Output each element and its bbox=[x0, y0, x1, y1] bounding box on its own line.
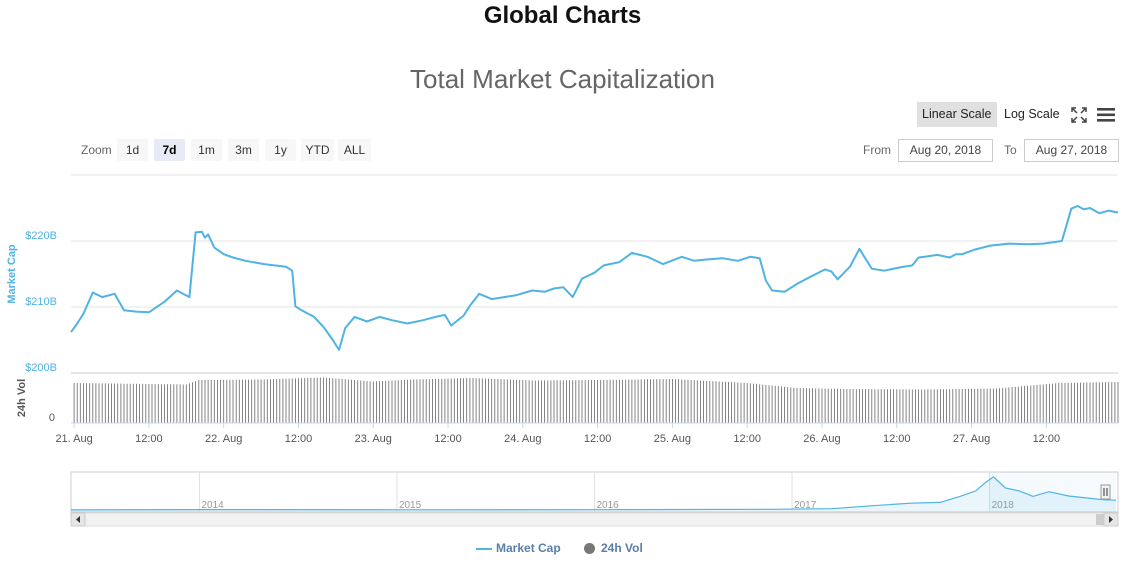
range-to-input[interactable]: Aug 27, 2018 bbox=[1024, 139, 1119, 162]
legend-item-volume[interactable]: 24h Vol bbox=[584, 541, 643, 555]
x-tick-label: 12:00 bbox=[285, 433, 313, 445]
x-tick-label: 23. Aug bbox=[355, 433, 392, 445]
legend-item-market-cap[interactable]: Market Cap bbox=[476, 541, 561, 555]
navigator-year-label: 2015 bbox=[399, 500, 422, 511]
chart-title: Total Market Capitalization bbox=[410, 64, 715, 94]
navigator-year-label: 2017 bbox=[794, 500, 817, 511]
navigator-year-label: 2016 bbox=[597, 500, 620, 511]
range-from-label: From bbox=[863, 143, 891, 157]
scrollbar-right-arrow-icon bbox=[1109, 516, 1113, 523]
x-tick-label: 12:00 bbox=[434, 433, 462, 445]
volume-tick-label: 0 bbox=[49, 412, 55, 424]
page-title: Global Charts bbox=[483, 2, 642, 29]
zoom-7d-button[interactable]: 7d bbox=[154, 139, 185, 161]
y-tick-label: $200B bbox=[25, 362, 57, 374]
x-tick-label: 12:00 bbox=[883, 433, 911, 445]
x-tick-label: 12:00 bbox=[1033, 433, 1061, 445]
zoom-1m-button[interactable]: 1m bbox=[191, 139, 222, 161]
y-axis-title: Market Cap bbox=[6, 244, 18, 304]
log-scale-button[interactable]: Log Scale bbox=[1004, 107, 1060, 121]
range-to-label: To bbox=[1004, 143, 1017, 157]
fullscreen-icon[interactable] bbox=[1071, 107, 1087, 123]
market-cap-line bbox=[70, 205, 1119, 351]
x-tick-label: 26. Aug bbox=[803, 433, 840, 445]
x-tick-label: 12:00 bbox=[135, 433, 163, 445]
x-tick-label: 22. Aug bbox=[205, 433, 242, 445]
zoom-1y-button[interactable]: 1y bbox=[265, 139, 296, 161]
navigator-line bbox=[70, 476, 1117, 511]
x-tick-label: 12:00 bbox=[584, 433, 612, 445]
navigator-year-label: 2018 bbox=[992, 500, 1015, 511]
navigator-area bbox=[71, 476, 1116, 512]
scrollbar-thumb[interactable] bbox=[1096, 514, 1104, 525]
linear-scale-button[interactable]: Linear Scale bbox=[917, 102, 997, 127]
x-tick-label: 24. Aug bbox=[504, 433, 541, 445]
x-tick-label: 21. Aug bbox=[55, 433, 92, 445]
y-tick-label: $220B bbox=[25, 230, 57, 242]
menu-icon[interactable] bbox=[1096, 107, 1116, 123]
y-tick-label: $210B bbox=[25, 296, 57, 308]
scrollbar-left-arrow-icon bbox=[76, 516, 80, 523]
zoom-3m-button[interactable]: 3m bbox=[228, 139, 259, 161]
legend-dot-icon bbox=[584, 543, 595, 555]
legend-label-market-cap: Market Cap bbox=[496, 541, 561, 555]
scrollbar-track bbox=[70, 512, 1119, 527]
zoom-1d-button[interactable]: 1d bbox=[117, 139, 148, 161]
zoom-all-button[interactable]: ALL bbox=[338, 139, 371, 161]
x-tick-label: 25. Aug bbox=[654, 433, 691, 445]
range-from-input[interactable]: Aug 20, 2018 bbox=[898, 139, 993, 162]
zoom-label: Zoom bbox=[81, 143, 112, 157]
navigator-handle[interactable] bbox=[1100, 484, 1111, 500]
zoom-ytd-button[interactable]: YTD bbox=[301, 139, 334, 161]
volume-axis-title: 24h Vol bbox=[16, 379, 28, 417]
navigator-year-label: 2014 bbox=[201, 500, 224, 511]
x-tick-label: 27. Aug bbox=[953, 433, 990, 445]
legend-line-icon bbox=[476, 547, 492, 550]
x-tick-label: 12:00 bbox=[733, 433, 761, 445]
legend-label-volume: 24h Vol bbox=[601, 541, 643, 555]
